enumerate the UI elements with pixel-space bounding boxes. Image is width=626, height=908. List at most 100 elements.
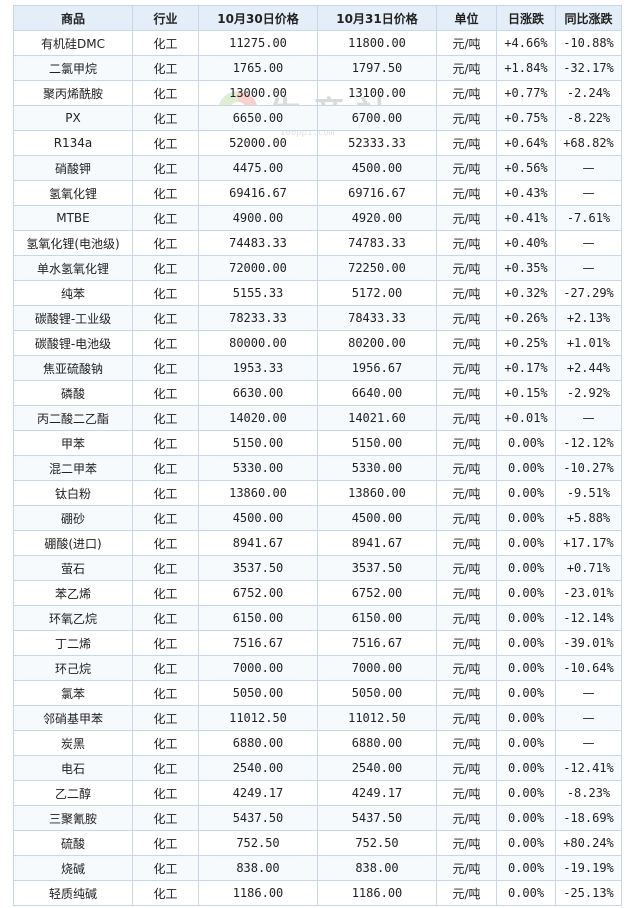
industry-cell: 化工 xyxy=(132,430,199,456)
product-name-link[interactable]: 硼酸(进口) xyxy=(13,530,133,556)
yoy-change-cell: — xyxy=(555,405,622,431)
industry-cell: 化工 xyxy=(132,830,199,856)
table-row: 轻质纯碱 化工 1186.00 1186.00 元/吨 0.00% -25.13% xyxy=(13,880,622,906)
product-name-link[interactable]: 焦亚硫酸钠 xyxy=(13,355,133,381)
product-name-link[interactable]: 环己烷 xyxy=(13,655,133,681)
unit-cell: 元/吨 xyxy=(436,555,497,581)
product-name-link[interactable]: 氢氧化锂 xyxy=(13,180,133,206)
product-name-link[interactable]: 硫酸 xyxy=(13,830,133,856)
yoy-change-cell: -10.27% xyxy=(555,455,622,481)
product-name-link[interactable]: 有机硅DMC xyxy=(13,30,133,56)
price-oct31-cell: 3537.50 xyxy=(317,555,437,581)
daily-change-cell: 0.00% xyxy=(496,730,556,756)
col-header-industry: 行业 xyxy=(132,5,199,31)
price-oct31-cell: 8941.67 xyxy=(317,530,437,556)
price-oct31-cell: 1797.50 xyxy=(317,55,437,81)
price-oct30-cell: 8941.67 xyxy=(198,530,318,556)
product-name-link[interactable]: 碳酸锂-工业级 xyxy=(13,305,133,331)
product-name-link[interactable]: 碳酸锂-电池级 xyxy=(13,330,133,356)
yoy-change-cell: -18.69% xyxy=(555,805,622,831)
daily-change-cell: +0.35% xyxy=(496,255,556,281)
table-row: 三聚氰胺 化工 5437.50 5437.50 元/吨 0.00% -18.69% xyxy=(13,805,622,831)
daily-change-cell: +0.77% xyxy=(496,80,556,106)
daily-change-cell: 0.00% xyxy=(496,755,556,781)
product-name-link[interactable]: 氢氧化锂(电池级) xyxy=(13,230,133,256)
daily-change-cell: +0.56% xyxy=(496,155,556,181)
product-name-link[interactable]: 萤石 xyxy=(13,555,133,581)
price-oct30-cell: 1765.00 xyxy=(198,55,318,81)
yoy-change-cell: — xyxy=(555,155,622,181)
daily-change-cell: 0.00% xyxy=(496,555,556,581)
product-name-link[interactable]: MTBE xyxy=(13,205,133,231)
price-oct31-cell: 72250.00 xyxy=(317,255,437,281)
col-header-price-oct30: 10月30日价格 xyxy=(198,5,318,31)
unit-cell: 元/吨 xyxy=(436,805,497,831)
price-oct30-cell: 5155.33 xyxy=(198,280,318,306)
product-name-link[interactable]: 磷酸 xyxy=(13,380,133,406)
price-oct31-cell: 4500.00 xyxy=(317,505,437,531)
daily-change-cell: +0.32% xyxy=(496,280,556,306)
price-oct30-cell: 69416.67 xyxy=(198,180,318,206)
industry-cell: 化工 xyxy=(132,555,199,581)
product-name-link[interactable]: 聚丙烯酰胺 xyxy=(13,80,133,106)
industry-cell: 化工 xyxy=(132,880,199,906)
product-name-link[interactable]: 苯乙烯 xyxy=(13,580,133,606)
product-name-link[interactable]: 甲苯 xyxy=(13,430,133,456)
col-header-product: 商品 xyxy=(13,5,133,31)
industry-cell: 化工 xyxy=(132,855,199,881)
yoy-change-cell: +17.17% xyxy=(555,530,622,556)
daily-change-cell: 0.00% xyxy=(496,880,556,906)
product-name-link[interactable]: 硼砂 xyxy=(13,505,133,531)
product-name-link[interactable]: 丁二烯 xyxy=(13,630,133,656)
unit-cell: 元/吨 xyxy=(436,830,497,856)
price-oct30-cell: 4475.00 xyxy=(198,155,318,181)
price-oct30-cell: 5437.50 xyxy=(198,805,318,831)
unit-cell: 元/吨 xyxy=(436,705,497,731)
product-name-link[interactable]: 氯苯 xyxy=(13,680,133,706)
table-row: 环己烷 化工 7000.00 7000.00 元/吨 0.00% -10.64% xyxy=(13,655,622,681)
daily-change-cell: 0.00% xyxy=(496,630,556,656)
price-oct31-cell: 14021.60 xyxy=(317,405,437,431)
product-name-link[interactable]: 单水氢氧化锂 xyxy=(13,255,133,281)
price-oct30-cell: 1953.33 xyxy=(198,355,318,381)
price-oct31-cell: 78433.33 xyxy=(317,305,437,331)
price-oct30-cell: 3537.50 xyxy=(198,555,318,581)
product-name-link[interactable]: 烧碱 xyxy=(13,855,133,881)
unit-cell: 元/吨 xyxy=(436,530,497,556)
industry-cell: 化工 xyxy=(132,180,199,206)
yoy-change-cell: -39.01% xyxy=(555,630,622,656)
product-name-link[interactable]: 二氯甲烷 xyxy=(13,55,133,81)
table-row: 碳酸锂-电池级 化工 80000.00 80200.00 元/吨 +0.25% +1.01% xyxy=(13,330,622,356)
product-name-link[interactable]: R134a xyxy=(13,130,133,156)
industry-cell: 化工 xyxy=(132,680,199,706)
price-oct31-cell: 7516.67 xyxy=(317,630,437,656)
product-name-link[interactable]: 电石 xyxy=(13,755,133,781)
product-name-link[interactable]: 乙二醇 xyxy=(13,780,133,806)
product-name-link[interactable]: 混二甲苯 xyxy=(13,455,133,481)
product-name-link[interactable]: PX xyxy=(13,105,133,131)
price-oct30-cell: 52000.00 xyxy=(198,130,318,156)
product-name-link[interactable]: 硝酸钾 xyxy=(13,155,133,181)
daily-change-cell: 0.00% xyxy=(496,505,556,531)
product-name-link[interactable]: 轻质纯碱 xyxy=(13,880,133,906)
price-oct30-cell: 6752.00 xyxy=(198,580,318,606)
table-row: 丁二烯 化工 7516.67 7516.67 元/吨 0.00% -39.01% xyxy=(13,630,622,656)
yoy-change-cell: -10.64% xyxy=(555,655,622,681)
price-oct31-cell: 69716.67 xyxy=(317,180,437,206)
industry-cell: 化工 xyxy=(132,280,199,306)
product-name-link[interactable]: 邻硝基甲苯 xyxy=(13,705,133,731)
product-name-link[interactable]: 三聚氰胺 xyxy=(13,805,133,831)
product-name-link[interactable]: 丙二酸二乙酯 xyxy=(13,405,133,431)
price-oct30-cell: 13860.00 xyxy=(198,480,318,506)
product-name-link[interactable]: 环氧乙烷 xyxy=(13,605,133,631)
product-name-link[interactable]: 炭黑 xyxy=(13,730,133,756)
product-name-link[interactable]: 纯苯 xyxy=(13,280,133,306)
price-oct31-cell: 2540.00 xyxy=(317,755,437,781)
table-row: 萤石 化工 3537.50 3537.50 元/吨 0.00% +0.71% xyxy=(13,555,622,581)
product-name-link[interactable]: 钛白粉 xyxy=(13,480,133,506)
price-oct30-cell: 4249.17 xyxy=(198,780,318,806)
price-oct30-cell: 6630.00 xyxy=(198,380,318,406)
unit-cell: 元/吨 xyxy=(436,155,497,181)
industry-cell: 化工 xyxy=(132,530,199,556)
unit-cell: 元/吨 xyxy=(436,605,497,631)
